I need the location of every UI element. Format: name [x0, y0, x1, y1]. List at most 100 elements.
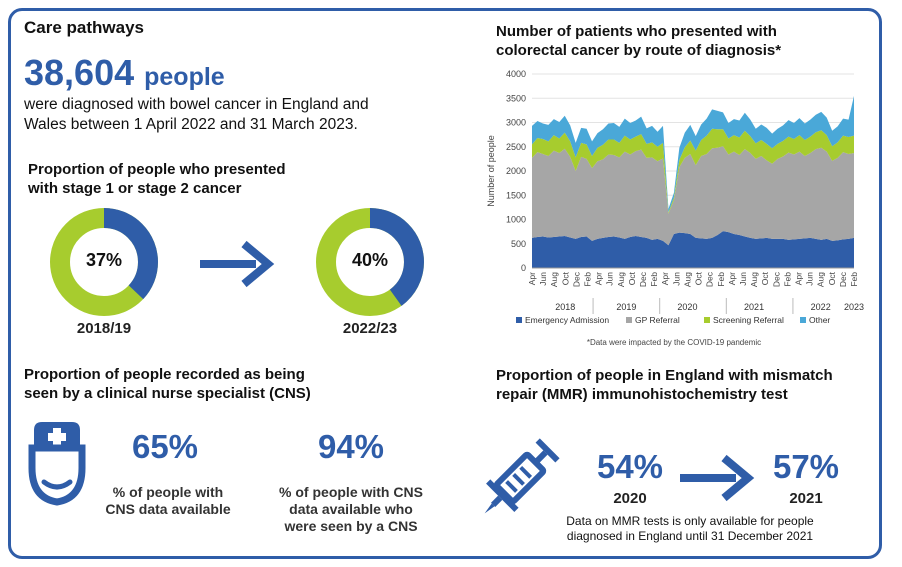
- legend-swatch: [516, 317, 522, 323]
- y-tick-label: 2500: [506, 142, 526, 152]
- stage-title-line-1: Proportion of people who presented: [28, 161, 286, 178]
- x-tick-label: Dec: [638, 271, 648, 287]
- x-tick-label: Apr: [660, 272, 670, 285]
- legend-label: Screening Referral: [713, 315, 784, 325]
- cns-data-available-caption-line-1: % of people with: [112, 484, 224, 500]
- donut-2022-label: 40%: [351, 250, 389, 270]
- legend-swatch: [626, 317, 632, 323]
- route-of-diagnosis-area-chart: 0 500 1000 1500 2000 2500 3000 3500 4000 Number o…: [486, 69, 864, 347]
- x-tick-label: Aug: [749, 272, 759, 287]
- patients-description: were diagnosed with bowel cancer in Engl…: [24, 95, 369, 135]
- donut-2022-year: 2022/23: [342, 320, 398, 337]
- x-tick-label: Apr: [793, 272, 803, 285]
- patients-count-unit: people: [144, 63, 225, 91]
- mmr-note-line-2: diagnosed in England until 31 December 2…: [566, 529, 814, 543]
- cns-seen-value: 94%: [317, 428, 385, 465]
- patients-description-line-2: Wales between 1 April 2022 and 31 March …: [24, 116, 358, 133]
- x-year-label: 2023: [844, 302, 864, 312]
- patients-count: 38,604 people: [24, 52, 225, 94]
- area-other: [532, 95, 854, 213]
- x-year-label: 2022: [811, 302, 831, 312]
- mmr-title-line-1: Proportion of people in England with mis…: [496, 367, 833, 384]
- y-axis-label: Number of people: [486, 135, 496, 207]
- cns-data-available-caption: % of people with CNS data available: [88, 484, 248, 518]
- x-tick-label: Oct: [827, 271, 837, 285]
- donut-chart-2022: [316, 208, 424, 316]
- donut-2018-label: 37%: [85, 250, 123, 270]
- x-tick-label: Aug: [816, 272, 826, 287]
- legend-label: Emergency Admission: [525, 315, 609, 325]
- x-tick-label: Jun: [605, 272, 615, 286]
- stage-title-line-2: with stage 1 or stage 2 cancer: [28, 180, 242, 197]
- mmr-2020-value: 54%: [596, 448, 664, 485]
- y-tick-label: 500: [511, 239, 526, 249]
- cns-data-available-value: 65%: [131, 428, 199, 465]
- y-tick-label: 3500: [506, 93, 526, 103]
- patients-count-number: 38,604: [24, 52, 135, 93]
- x-tick-label: Oct: [627, 271, 637, 285]
- x-year-label: 2018: [555, 302, 575, 312]
- donut-chart-2018: [50, 208, 158, 316]
- x-tick-label: Feb: [649, 272, 659, 287]
- x-tick-label: Dec: [571, 271, 581, 287]
- x-tick-label: Oct: [760, 271, 770, 285]
- x-tick-label: Dec: [705, 271, 715, 287]
- mmr-title-line-2: repair (MMR) immunohistochemistry test: [496, 386, 788, 403]
- donut-share-segment: [50, 208, 158, 316]
- y-tick-label: 1000: [506, 215, 526, 225]
- area-emergency-admission: [532, 231, 854, 268]
- x-tick-label: Dec: [771, 271, 781, 287]
- arrow-right-icon: [680, 454, 755, 502]
- legend-label: Other: [809, 315, 830, 325]
- syringe-icon: [484, 438, 560, 514]
- mmr-note-line-1: Data on MMR tests is only available for …: [566, 514, 814, 528]
- legend-swatch: [800, 317, 806, 323]
- cns-title-line-2: seen by a clinical nurse specialist (CNS…: [24, 385, 311, 402]
- x-tick-label: Apr: [594, 272, 604, 285]
- x-tick-label: Oct: [694, 271, 704, 285]
- mmr-title: Proportion of people in England with mis…: [496, 366, 833, 404]
- y-tick-label: 0: [521, 263, 526, 273]
- cns-data-available-caption-line-2: CNS data available: [105, 501, 231, 517]
- x-tick-label: Aug: [616, 272, 626, 287]
- chart-title-line-1: Number of patients who presented with: [496, 23, 777, 40]
- x-tick-label: Apr: [527, 272, 537, 285]
- x-tick-label: Jun: [805, 272, 815, 286]
- cns-title: Proportion of people recorded as being s…: [24, 365, 311, 403]
- x-tick-label: Feb: [583, 272, 593, 287]
- donut-share-segment: [316, 208, 424, 316]
- mmr-2020-year: 2020: [613, 490, 647, 507]
- stage-title: Proportion of people who presented with …: [28, 160, 286, 198]
- y-tick-label: 4000: [506, 69, 526, 79]
- x-tick-label: Apr: [727, 272, 737, 285]
- x-year-label: 2021: [744, 302, 764, 312]
- chart-title: Number of patients who presented with co…: [496, 22, 781, 60]
- cns-seen-caption-line-2: data available who: [289, 501, 413, 517]
- y-tick-label: 1500: [506, 190, 526, 200]
- area-gp-referral: [532, 146, 854, 246]
- y-tick-label: 3000: [506, 118, 526, 128]
- cns-title-line-1: Proportion of people recorded as being: [24, 366, 305, 383]
- x-tick-label: Jun: [538, 272, 548, 286]
- y-tick-label: 2000: [506, 166, 526, 176]
- x-tick-label: Feb: [716, 272, 726, 287]
- arrow-right-icon: [200, 240, 275, 288]
- x-tick-label: Aug: [549, 272, 559, 287]
- mmr-2021-year: 2021: [789, 490, 823, 507]
- cns-seen-caption: % of people with CNS data available who …: [266, 484, 436, 535]
- patients-description-line-1: were diagnosed with bowel cancer in Engl…: [24, 96, 369, 113]
- legend-label: GP Referral: [635, 315, 680, 325]
- x-tick-label: Oct: [560, 271, 570, 285]
- chart-title-line-2: colorectal cancer by route of diagnosis*: [496, 42, 782, 59]
- legend-swatch: [704, 317, 710, 323]
- cns-seen-caption-line-3: were seen by a CNS: [284, 518, 418, 534]
- section-title-care-pathways: Care pathways: [24, 18, 144, 37]
- donut-2018-year: 2018/19: [76, 320, 132, 337]
- x-tick-label: Feb: [782, 272, 792, 287]
- cns-seen-caption-line-1: % of people with CNS: [279, 484, 423, 500]
- x-year-label: 2020: [677, 302, 697, 312]
- mmr-2021-value: 57%: [772, 448, 840, 485]
- x-tick-label: Jun: [738, 272, 748, 286]
- area-screening-referral: [532, 128, 854, 214]
- x-tick-label: Feb: [849, 272, 859, 287]
